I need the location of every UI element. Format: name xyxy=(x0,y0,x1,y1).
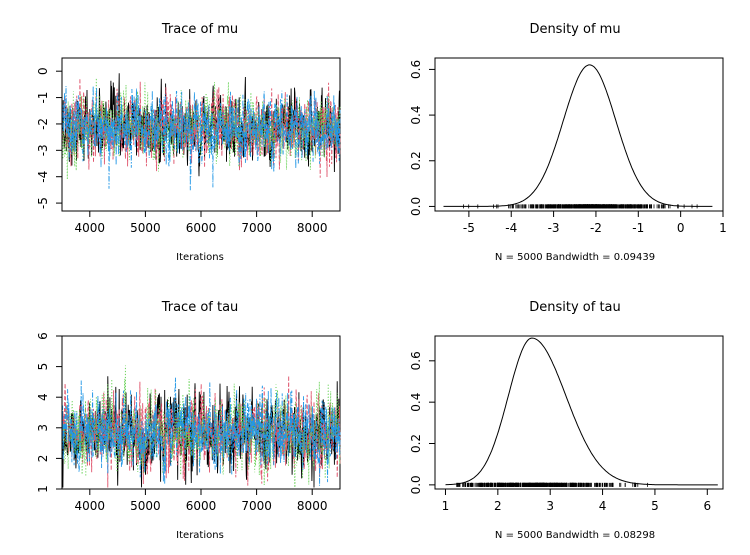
density-tau-rug xyxy=(456,482,648,487)
density-mu-x-tick-label: -1 xyxy=(632,221,644,235)
density-mu-x-tick-label: -5 xyxy=(463,221,475,235)
density-mu-x-tick-label: -2 xyxy=(590,221,602,235)
density-mu-plot-frame xyxy=(434,57,724,212)
density-mu-y-tick-label: 0.2 xyxy=(409,151,423,170)
trace-mu-y-tick-label: -5 xyxy=(36,197,50,209)
trace-mu-x-axis: 4000 5000 6000 7000 8000 xyxy=(75,210,328,235)
trace-mu-series xyxy=(61,73,341,191)
trace-mu-y-tick-label: -4 xyxy=(36,171,50,183)
density-mu-x-tick-label: -4 xyxy=(505,221,517,235)
trace-tau-y-tick-label: 1 xyxy=(36,485,50,493)
density-tau-y-tick-label: 0.6 xyxy=(409,351,423,370)
density-tau-y-tick-label: 0.0 xyxy=(409,475,423,494)
density-tau-xlabel: N = 5000 Bandwidth = 0.08298 xyxy=(495,530,655,541)
density-tau-x-tick-label: 4 xyxy=(599,499,607,513)
density-mu-rug xyxy=(463,204,698,209)
trace-tau-y-tick-label: 5 xyxy=(36,363,50,371)
density-tau-curve-group xyxy=(445,337,718,487)
density-mu-y-tick-label: 0.0 xyxy=(409,197,423,216)
trace-tau-y-tick-label: 4 xyxy=(36,393,50,401)
trace-tau-panel: Trace of tau 4000 5000 6000 7000 8000 1 2 3 4 5 6… xyxy=(36,300,341,541)
density-mu-x-tick-label: 1 xyxy=(719,221,727,235)
density-mu-panel: Density of mu -5 -4 -3 -2 -1 0 1 0.00.20.40.6 … xyxy=(409,22,727,263)
trace-tau-x-tick-label: 8000 xyxy=(297,499,328,513)
density-tau-panel: Density of tau 1 2 3 4 5 6 0.0 0.2 0.4 0.6 N = 5… xyxy=(409,300,724,541)
trace-mu-x-tick-label: 5000 xyxy=(130,221,161,235)
trace-tau-x-axis: 4000 5000 6000 7000 8000 xyxy=(75,488,328,513)
trace-tau-y-tick-label: 6 xyxy=(36,332,50,340)
trace-tau-y-axis: 1 2 3 4 5 6 xyxy=(36,332,63,493)
trace-mu-y-axis: -5 -4 -3 -2 -1 0 xyxy=(36,67,63,209)
trace-mu-chain-4 xyxy=(61,85,341,191)
density-tau-x-tick-label: 2 xyxy=(494,499,502,513)
trace-mu-y-tick-label: -3 xyxy=(36,144,50,156)
trace-mu-y-tick-label: -1 xyxy=(36,92,50,104)
density-tau-x-tick-label: 1 xyxy=(442,499,450,513)
trace-mu-x-tick-label: 4000 xyxy=(75,221,106,235)
trace-mu-xlabel: Iterations xyxy=(176,252,224,263)
density-tau-plot-frame xyxy=(434,335,724,490)
trace-mu-x-tick-label: 8000 xyxy=(297,221,328,235)
density-mu-density-curve xyxy=(443,64,713,207)
density-mu-curve-group xyxy=(443,64,713,209)
density-tau-density-curve xyxy=(445,337,718,486)
trace-mu-panel: Trace of mu 4000 5000 6000 7000 8000 -5-4-3-… xyxy=(36,22,341,263)
trace-mu-x-tick-label: 7000 xyxy=(241,221,272,235)
density-tau-title: Density of tau xyxy=(529,300,621,315)
trace-tau-y-tick-label: 2 xyxy=(36,455,50,463)
trace-tau-series xyxy=(61,365,341,488)
density-tau-x-tick-label: 3 xyxy=(546,499,554,513)
trace-tau-y-tick-label: 3 xyxy=(36,424,50,432)
density-tau-x-tick-label: 5 xyxy=(651,499,659,513)
density-tau-x-axis: 1 2 3 4 5 6 xyxy=(442,488,711,513)
density-mu-y-axis: 0.0 0.2 0.4 0.6 xyxy=(409,60,436,216)
density-mu-x-axis: -5 -4 -3 -2 -1 0 1 xyxy=(463,210,727,235)
trace-mu-y-tick-label: -2 xyxy=(36,118,50,130)
density-tau-x-tick-label: 6 xyxy=(703,499,711,513)
trace-tau-x-tick-label: 6000 xyxy=(186,499,217,513)
trace-mu-title: Trace of mu xyxy=(161,22,238,37)
trace-mu-y-tick-label: 0 xyxy=(36,67,50,75)
density-tau-y-tick-label: 0.2 xyxy=(409,434,423,453)
trace-tau-x-tick-label: 5000 xyxy=(130,499,161,513)
density-mu-xlabel: N = 5000 Bandwidth = 0.09439 xyxy=(495,252,655,263)
density-mu-y-tick-label: 0.6 xyxy=(409,60,423,79)
density-mu-x-tick-label: -3 xyxy=(548,221,560,235)
density-mu-y-tick-label: 0.4 xyxy=(409,106,423,125)
trace-tau-x-tick-label: 4000 xyxy=(75,499,106,513)
trace-tau-xlabel: Iterations xyxy=(176,530,224,541)
density-mu-title: Density of mu xyxy=(529,22,620,37)
density-tau-y-tick-label: 0.4 xyxy=(409,393,423,412)
trace-tau-chain-4 xyxy=(61,377,341,486)
trace-tau-x-tick-label: 7000 xyxy=(241,499,272,513)
density-tau-y-axis: 0.0 0.2 0.4 0.6 xyxy=(409,351,436,494)
trace-tau-title: Trace of tau xyxy=(161,300,239,315)
density-mu-x-tick-label: 0 xyxy=(677,221,685,235)
trace-mu-x-tick-label: 6000 xyxy=(186,221,217,235)
